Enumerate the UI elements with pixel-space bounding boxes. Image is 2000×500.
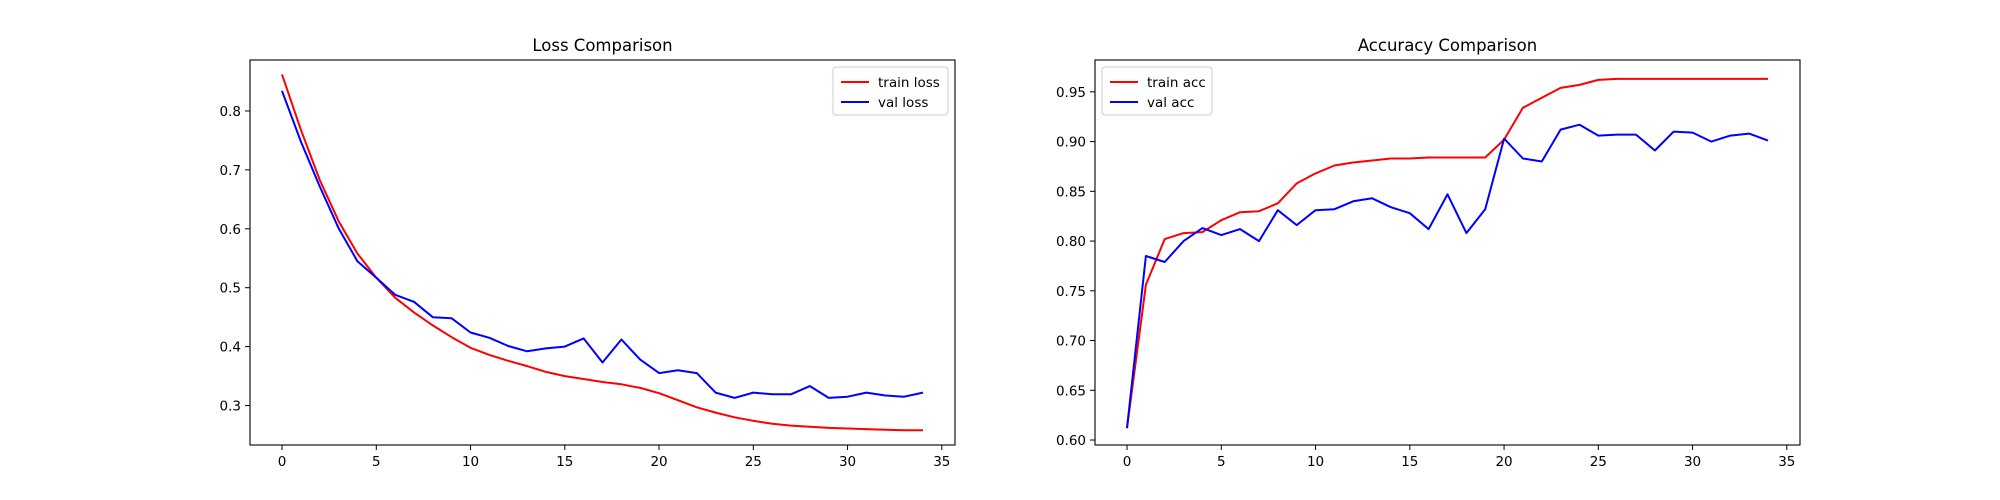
y-tick-label: 0.80 — [1056, 234, 1086, 250]
x-tick-label: 10 — [462, 454, 479, 470]
x-tick-label: 5 — [1217, 454, 1226, 470]
y-tick-label: 0.75 — [1056, 284, 1086, 300]
x-tick-label: 0 — [278, 454, 287, 470]
y-tick-label: 0.65 — [1056, 383, 1086, 399]
series-line-val-loss — [281, 90, 924, 399]
x-tick-label: 20 — [1495, 454, 1512, 470]
chart-title: Accuracy Comparison — [1358, 36, 1537, 55]
plot-frame — [249, 59, 956, 446]
legend: train loss val loss — [832, 66, 949, 116]
legend-label: train acc — [1147, 75, 1206, 91]
loss-comparison-panel: Loss Comparison 0 5 10 15 20 25 30 35 0.3 0.4 0.5 0.… — [220, 36, 956, 470]
x-tick-label: 15 — [556, 454, 573, 470]
x-tick-label: 35 — [1778, 454, 1795, 470]
x-tick-label: 5 — [372, 454, 381, 470]
y-tick-label: 0.60 — [1056, 433, 1086, 449]
y-tick-label: 0.5 — [220, 281, 241, 297]
x-tick-label: 15 — [1401, 454, 1418, 470]
legend-label: val acc — [1147, 95, 1194, 111]
series-line-train-loss — [281, 74, 923, 432]
y-tick-label: 0.3 — [220, 399, 241, 415]
plot-frame — [1094, 59, 1801, 446]
x-tick-label: 35 — [933, 454, 950, 470]
series-line-train-acc — [1126, 77, 1768, 429]
x-tick-label: 20 — [650, 454, 667, 470]
x-tick-label: 30 — [1684, 454, 1701, 470]
y-tick-label: 0.8 — [220, 104, 241, 120]
accuracy-comparison-panel: Accuracy Comparison 0 5 10 15 20 25 30 35 0.60 0.6… — [1056, 36, 1801, 470]
chart-title: Loss Comparison — [532, 36, 672, 55]
x-tick-label: 25 — [1590, 454, 1607, 470]
y-tick-label: 0.4 — [220, 340, 241, 356]
y-tick-label: 0.95 — [1056, 85, 1086, 101]
legend-label: train loss — [878, 75, 940, 91]
x-tick-label: 0 — [1123, 454, 1132, 470]
y-tick-label: 0.6 — [220, 222, 241, 238]
legend: train acc val acc — [1101, 66, 1213, 116]
y-tick-label: 0.70 — [1056, 334, 1086, 350]
legend-label: val loss — [878, 95, 928, 111]
y-tick-label: 0.90 — [1056, 135, 1086, 151]
x-tick-label: 30 — [839, 454, 856, 470]
y-tick-label: 0.85 — [1056, 184, 1086, 200]
x-tick-label: 10 — [1307, 454, 1324, 470]
series-line-val-acc — [1126, 123, 1769, 429]
x-tick-label: 25 — [745, 454, 762, 470]
y-tick-label: 0.7 — [220, 163, 241, 179]
